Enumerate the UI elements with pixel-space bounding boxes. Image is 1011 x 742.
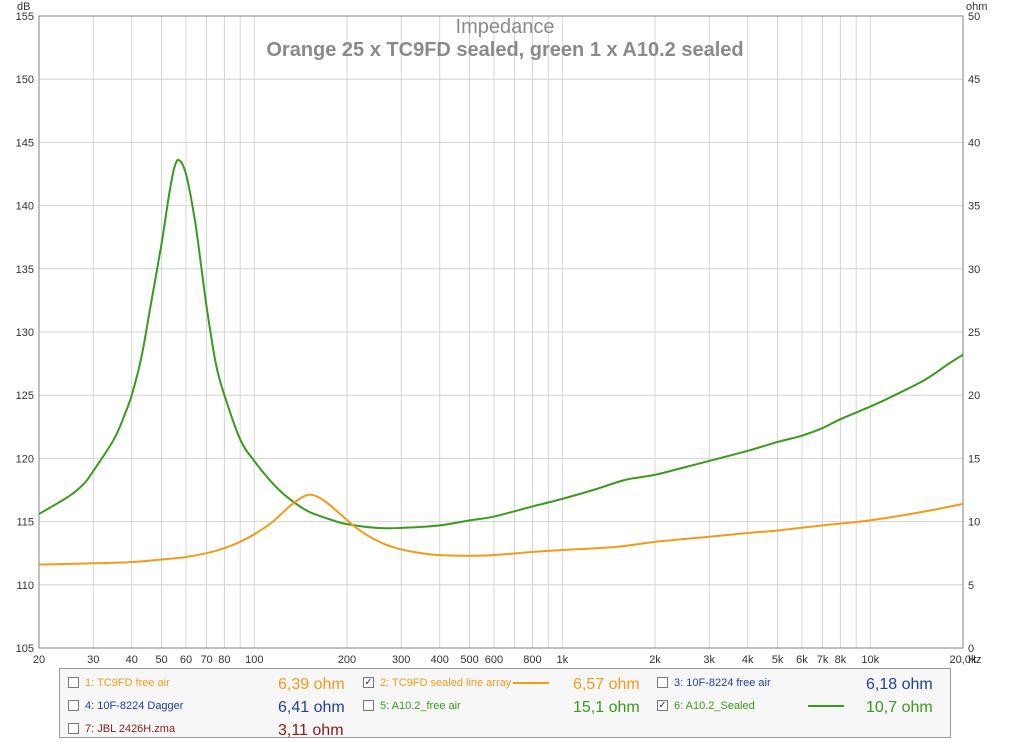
x-tick-label: 800 <box>523 654 541 666</box>
y-left-tick-label: 110 <box>16 580 34 592</box>
legend-checkbox-2[interactable]: ✓ <box>363 677 374 688</box>
legend-value-1: 6,39 ohm <box>278 676 345 693</box>
y-right-tick-label: 30 <box>968 264 980 276</box>
x-tick-label: 80 <box>218 654 230 666</box>
y-left-tick-label: 140 <box>16 201 34 213</box>
legend-label-3: 3: 10F-8224 free air <box>674 677 771 689</box>
y-left-tick-label: 145 <box>16 137 34 149</box>
x-tick-label: 6k <box>796 654 808 666</box>
x-tick-label: 1k <box>556 654 568 666</box>
x-tick-label: 10k <box>861 654 879 666</box>
series-line-tc9fd-sealed-line-array <box>38 493 964 566</box>
x-tick-label: 70 <box>200 654 212 666</box>
legend-value-3: 6,18 ohm <box>866 676 933 693</box>
y-right-tick-label: 20 <box>968 390 980 402</box>
legend-swatch-2 <box>513 682 549 684</box>
x-tick-label: 8k <box>835 654 847 666</box>
plot-frame <box>38 15 964 649</box>
legend-value-7: 3,11 ohm <box>278 722 344 739</box>
x-tick-label: 600 <box>485 654 503 666</box>
legend-checkbox-3[interactable] <box>657 677 668 688</box>
x-tick-label: 40 <box>126 654 138 666</box>
legend-checkbox-4[interactable] <box>68 700 79 711</box>
legend-value-4: 6,41 ohm <box>278 699 345 716</box>
y-left-tick-label: 130 <box>16 327 34 339</box>
x-tick-label: 500 <box>460 654 478 666</box>
x-tick-label: 100 <box>245 654 263 666</box>
legend-checkbox-5[interactable] <box>363 700 374 711</box>
y-right-tick-label: 50 <box>968 11 980 23</box>
y-left-tick-label: 105 <box>16 643 34 655</box>
y-right-tick-label: 0 <box>968 643 974 655</box>
x-tick-label: 4k <box>742 654 754 666</box>
y-left-tick-label: 125 <box>16 390 34 402</box>
chart-title: Impedance <box>456 16 555 38</box>
y-left-tick-label: 150 <box>16 74 34 86</box>
legend-checkbox-1[interactable] <box>68 677 79 688</box>
legend-value-2: 6,57 ohm <box>573 676 640 693</box>
y-right-tick-label: 25 <box>968 327 980 339</box>
y-right-tick-label: 10 <box>968 517 980 529</box>
series-layer <box>38 158 964 566</box>
y-left-tick-label: 155 <box>16 11 34 23</box>
legend-label-5: 5: A10.2_free air <box>380 700 461 712</box>
legend-swatch-6 <box>808 705 844 707</box>
tick-labels: 20 30 40 50 60 70 80 100 200 300 400 500 600 800 1k 2k 3… <box>16 11 981 666</box>
x-tick-label: 5k <box>772 654 784 666</box>
x-tick-label: 30 <box>87 654 99 666</box>
y-left-tick-label: 115 <box>16 517 34 529</box>
legend-label-6: 6: A10.2_Sealed <box>674 700 755 712</box>
x-tick-label: 50 <box>155 654 167 666</box>
x-tick-label: 400 <box>431 654 449 666</box>
grid <box>38 15 964 649</box>
y-right-tick-label: 15 <box>968 453 980 465</box>
x-tick-label: 7k <box>817 654 829 666</box>
legend-checkbox-7[interactable] <box>68 723 79 734</box>
legend-label-4: 4: 10F-8224 Dagger <box>85 700 184 712</box>
impedance-chart: 20 30 40 50 60 70 80 100 200 300 400 500 600 800 1k 2k 3… <box>16 1 988 666</box>
legend-label-7: 7: JBL 2426H.zma <box>85 723 176 735</box>
legend-value-6: 10,7 ohm <box>866 699 933 716</box>
y-right-tick-label: 40 <box>968 137 980 149</box>
y-right-tick-label: 35 <box>968 201 980 213</box>
legend-checkbox-6[interactable]: ✓ <box>657 700 668 711</box>
x-tick-label: 3k <box>703 654 715 666</box>
legend-panel: 1: TC9FD free air 6,39 ohm ✓ 2: TC9FD se… <box>59 668 951 739</box>
y-right-unit: ohm <box>966 1 987 13</box>
y-right-tick-label: 45 <box>968 74 980 86</box>
x-tick-label: 200 <box>338 654 356 666</box>
x-tick-label: 300 <box>392 654 410 666</box>
legend-value-5: 15,1 ohm <box>573 699 640 716</box>
x-tick-label: 20 <box>33 654 45 666</box>
x-tick-label: 2k <box>649 654 661 666</box>
x-tick-label: 20,0k <box>950 654 977 666</box>
y-left-tick-label: 120 <box>16 453 34 465</box>
y-right-tick-label: 5 <box>968 580 974 592</box>
x-unit: Hz <box>968 654 981 666</box>
x-tick-label: 60 <box>180 654 192 666</box>
chart-subtitle: Orange 25 x TC9FD sealed, green 1 x A10.… <box>266 39 743 61</box>
legend-label-1: 1: TC9FD free air <box>85 677 170 689</box>
legend-label-2: 2: TC9FD sealed line array <box>380 677 512 689</box>
y-left-unit: dB <box>17 1 30 13</box>
y-left-tick-label: 135 <box>16 264 34 276</box>
series-line-a10-2-sealed <box>38 158 964 530</box>
